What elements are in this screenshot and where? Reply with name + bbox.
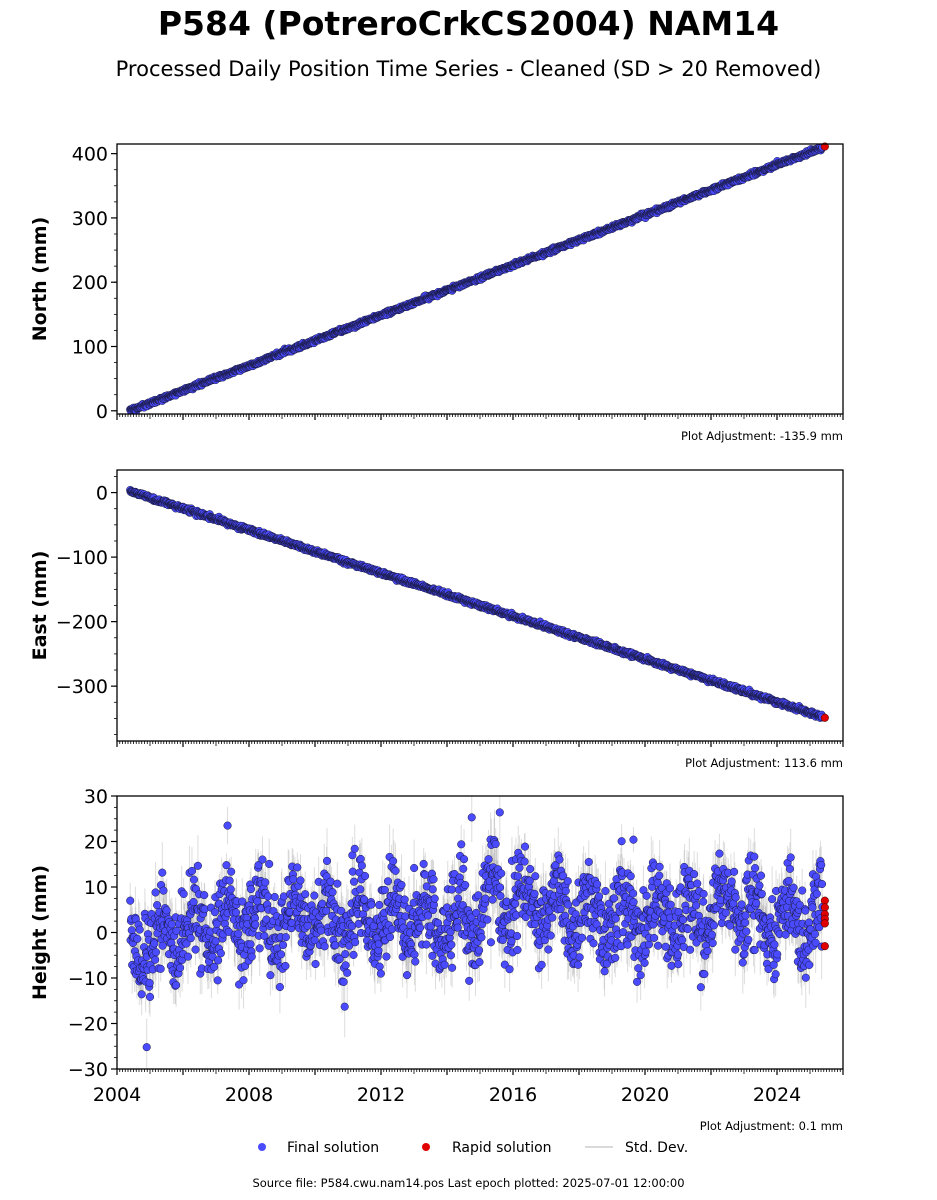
chart-subtitle: Processed Daily Position Time Series - C… [115,57,822,81]
rapid-point [820,142,829,151]
legend-rapid-marker [422,1143,430,1151]
y-tick-label: 300 [72,208,108,230]
panel-1: 0 100 200 300 400 North (mm) Plot Adjustment: … [29,142,844,443]
legend: Final solution Rapid solution Std. Dev. [258,1140,688,1156]
chart-title: P584 (PotreroCrkCS2004) NAM14 [157,4,780,43]
legend-final-marker [258,1143,266,1151]
final-points-1 [126,144,827,414]
y-tick-label: 0 [96,401,108,423]
legend-final-label: Final solution [287,1140,379,1156]
plot-adjustment-text: Plot Adjustment: -135.9 mm [681,429,843,443]
legend-rapid-label: Rapid solution [452,1140,552,1156]
y-tick-label: 200 [72,272,108,294]
y-tick-label: 100 [72,337,108,359]
y-tick-label: 400 [72,144,108,166]
rapid-points-1 [820,142,829,151]
legend-stddev-label: Std. Dev. [625,1140,688,1156]
y-axis-label: North (mm) [29,217,51,342]
